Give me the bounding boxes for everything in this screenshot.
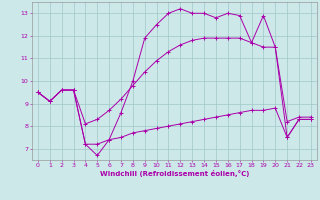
X-axis label: Windchill (Refroidissement éolien,°C): Windchill (Refroidissement éolien,°C) [100,170,249,177]
